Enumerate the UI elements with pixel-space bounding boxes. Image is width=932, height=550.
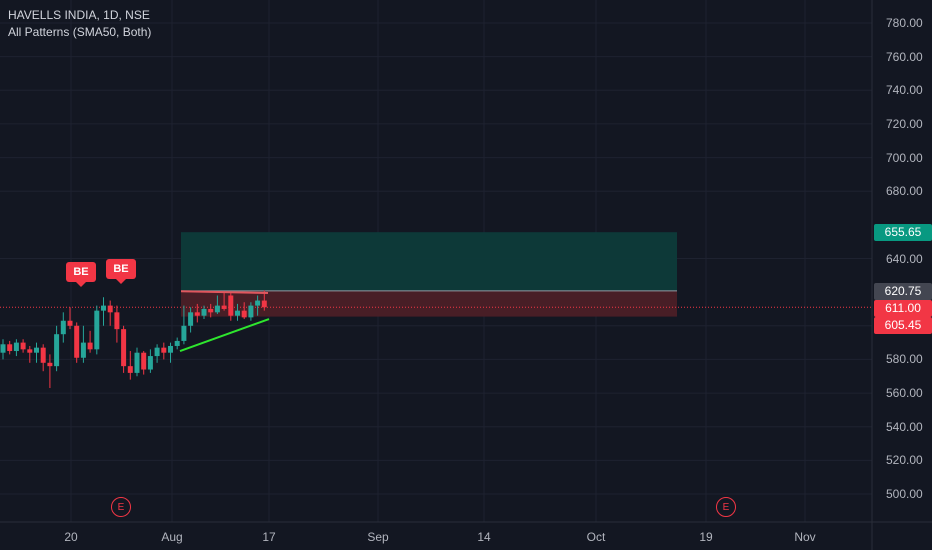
price-axis-label: 760.00	[886, 49, 923, 64]
candle-body	[168, 345, 173, 353]
candle-body	[27, 349, 33, 353]
candle-body	[141, 352, 147, 370]
candle-body	[13, 342, 19, 352]
earnings-marker-icon[interactable]: E	[716, 497, 736, 517]
target-zone	[181, 232, 677, 291]
time-axis-label: 14	[477, 530, 491, 544]
resistance-line	[180, 290, 269, 294]
candle-body	[255, 300, 261, 306]
candle-body	[228, 295, 234, 316]
candle-body	[40, 347, 46, 363]
candle-body	[134, 352, 140, 373]
price-axis-label: 560.00	[886, 386, 923, 401]
candle-body	[107, 305, 113, 313]
candle-body	[101, 305, 106, 311]
time-axis-label: 19	[699, 530, 713, 544]
support-trendline	[179, 318, 270, 352]
time-axis-label: 20	[64, 530, 78, 544]
time-axis-label: Sep	[367, 530, 389, 544]
time-axis-label: Oct	[586, 530, 606, 544]
candle-body	[67, 320, 73, 326]
price-tag: 605.45	[874, 317, 932, 334]
price-tag: 620.75	[874, 283, 932, 300]
candle-body	[0, 344, 6, 353]
candle-body	[194, 312, 200, 316]
price-tag: 611.00	[874, 300, 932, 317]
candle-body	[60, 320, 66, 335]
symbol-title[interactable]: HAVELLS INDIA, 1D, NSE	[8, 8, 150, 22]
candle-body	[221, 305, 227, 309]
candle-body	[121, 329, 127, 367]
candle-body	[34, 347, 39, 353]
price-axis-label: 640.00	[886, 251, 923, 266]
candle-body	[74, 325, 80, 358]
candle-body	[114, 312, 120, 330]
candle-body	[201, 308, 207, 316]
candle-body	[208, 308, 214, 313]
candle-body	[181, 325, 187, 341]
price-axis-label: 740.00	[886, 83, 923, 98]
earnings-marker-icon[interactable]: E	[111, 497, 131, 517]
candle-body	[87, 342, 93, 350]
indicator-title[interactable]: All Patterns (SMA50, Both)	[8, 25, 152, 39]
candle-body	[47, 362, 53, 367]
price-axis-label: 700.00	[886, 150, 923, 165]
price-axis-label: 720.00	[886, 116, 923, 131]
bearish-engulfing-label[interactable]: BE	[66, 262, 96, 287]
candle-body	[241, 310, 247, 318]
price-axis-label: 780.00	[886, 16, 923, 30]
bearish-engulfing-label[interactable]: BE	[106, 259, 136, 284]
candle-body	[147, 356, 153, 370]
candle-body	[154, 347, 160, 357]
price-axis-label: 540.00	[886, 419, 923, 434]
candle-body	[54, 334, 60, 367]
time-axis-label: Nov	[794, 530, 816, 544]
time-axis-label: Aug	[161, 530, 183, 544]
candle-body	[174, 340, 180, 346]
price-axis-label: 580.00	[886, 352, 923, 367]
candle-body	[235, 310, 240, 316]
candle-body	[20, 342, 26, 350]
candle-body	[188, 312, 194, 326]
candle-body	[248, 305, 254, 318]
price-axis-label: 680.00	[886, 184, 923, 199]
candle-body	[80, 342, 86, 358]
price-tag: 655.65	[874, 224, 932, 241]
candle-body	[261, 300, 267, 308]
candle-body	[214, 305, 220, 313]
candle-body	[161, 347, 167, 353]
price-axis-label: 520.00	[886, 453, 923, 468]
candle-body	[7, 344, 13, 352]
time-axis-label: 17	[262, 530, 276, 544]
candle-body	[127, 366, 133, 373]
price-axis-label: 500.00	[886, 487, 923, 501]
candle-body	[94, 310, 100, 350]
